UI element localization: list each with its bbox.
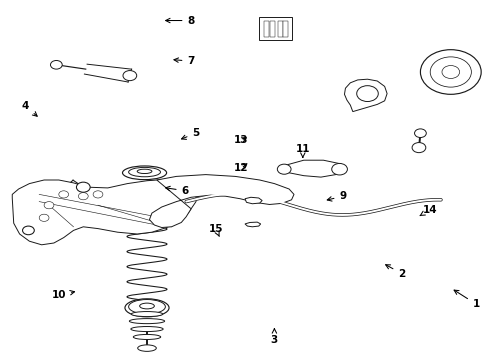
Text: 14: 14 xyxy=(420,204,438,216)
Polygon shape xyxy=(284,160,343,177)
Circle shape xyxy=(357,86,378,102)
Circle shape xyxy=(39,214,49,221)
Ellipse shape xyxy=(131,311,163,316)
Polygon shape xyxy=(245,222,261,227)
Text: 11: 11 xyxy=(295,144,310,157)
Ellipse shape xyxy=(140,303,154,309)
Circle shape xyxy=(76,182,90,192)
Text: 1: 1 xyxy=(454,290,480,309)
Circle shape xyxy=(277,164,291,174)
Ellipse shape xyxy=(122,166,167,180)
Ellipse shape xyxy=(128,300,165,314)
Circle shape xyxy=(59,191,69,198)
Text: 15: 15 xyxy=(208,224,223,237)
Polygon shape xyxy=(149,175,294,228)
Text: 3: 3 xyxy=(271,329,278,345)
Circle shape xyxy=(332,163,347,175)
Text: 13: 13 xyxy=(234,135,248,145)
Text: 6: 6 xyxy=(166,186,189,196)
Text: 4: 4 xyxy=(22,101,37,116)
Text: 9: 9 xyxy=(327,191,346,201)
Ellipse shape xyxy=(128,167,161,177)
Circle shape xyxy=(415,129,426,138)
Polygon shape xyxy=(245,197,262,204)
Circle shape xyxy=(78,193,88,200)
Text: 10: 10 xyxy=(51,290,74,300)
Circle shape xyxy=(23,226,34,235)
Circle shape xyxy=(420,50,481,94)
Circle shape xyxy=(430,57,471,87)
Circle shape xyxy=(44,202,54,209)
Polygon shape xyxy=(12,179,196,245)
Circle shape xyxy=(123,71,137,81)
Ellipse shape xyxy=(138,345,156,351)
Text: 8: 8 xyxy=(166,15,195,26)
FancyBboxPatch shape xyxy=(264,21,269,37)
FancyBboxPatch shape xyxy=(259,17,292,40)
Ellipse shape xyxy=(131,327,163,332)
Circle shape xyxy=(50,60,62,69)
FancyBboxPatch shape xyxy=(283,21,288,37)
Ellipse shape xyxy=(133,334,161,339)
Circle shape xyxy=(442,66,460,78)
Polygon shape xyxy=(344,79,387,112)
Circle shape xyxy=(412,143,426,153)
Text: 12: 12 xyxy=(234,163,248,174)
Ellipse shape xyxy=(125,299,169,317)
FancyBboxPatch shape xyxy=(270,21,275,37)
Text: 2: 2 xyxy=(386,265,405,279)
Ellipse shape xyxy=(129,319,165,324)
Circle shape xyxy=(93,191,103,198)
Text: 7: 7 xyxy=(174,56,195,66)
Ellipse shape xyxy=(137,169,152,174)
Text: 5: 5 xyxy=(181,128,199,139)
FancyBboxPatch shape xyxy=(278,21,283,37)
